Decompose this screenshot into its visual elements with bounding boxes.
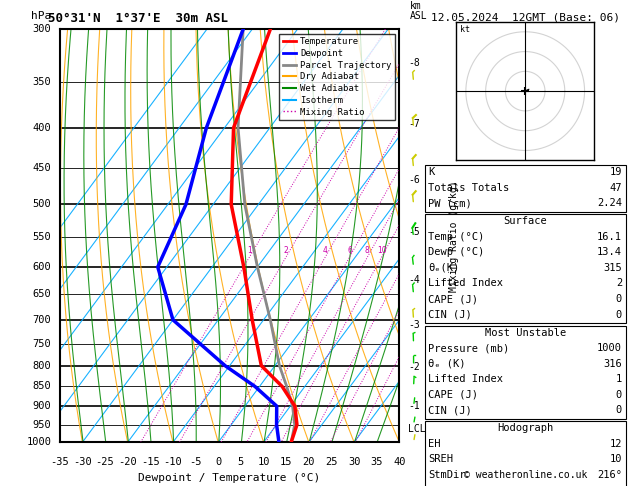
Text: -10: -10 xyxy=(164,457,182,467)
Text: hPa: hPa xyxy=(31,11,52,21)
Text: 0: 0 xyxy=(616,390,622,400)
Text: 0: 0 xyxy=(616,405,622,416)
Text: 900: 900 xyxy=(33,401,52,411)
Text: Totals Totals: Totals Totals xyxy=(428,183,509,193)
Text: θₑ(K): θₑ(K) xyxy=(428,263,460,273)
Text: 800: 800 xyxy=(33,361,52,371)
Text: EH: EH xyxy=(428,439,441,449)
Text: 2.24: 2.24 xyxy=(597,198,622,208)
Text: 750: 750 xyxy=(33,339,52,348)
Text: Surface: Surface xyxy=(503,216,547,226)
Text: 40: 40 xyxy=(393,457,406,467)
Text: 950: 950 xyxy=(33,419,52,430)
Text: Temp (°C): Temp (°C) xyxy=(428,232,484,242)
Text: 50°31'N  1°37'E  30m ASL: 50°31'N 1°37'E 30m ASL xyxy=(48,12,228,25)
Text: -20: -20 xyxy=(118,457,137,467)
Text: Lifted Index: Lifted Index xyxy=(428,374,503,384)
Text: 0: 0 xyxy=(616,294,622,304)
Text: 4: 4 xyxy=(323,246,328,255)
Text: 25: 25 xyxy=(325,457,338,467)
Text: Most Unstable: Most Unstable xyxy=(484,328,566,338)
Text: 850: 850 xyxy=(33,382,52,392)
Text: 13.4: 13.4 xyxy=(597,247,622,258)
Text: CAPE (J): CAPE (J) xyxy=(428,390,478,400)
Text: 1: 1 xyxy=(616,374,622,384)
Text: Mixing Ratio (g/kg): Mixing Ratio (g/kg) xyxy=(448,180,459,292)
Text: 600: 600 xyxy=(33,262,52,272)
Text: K: K xyxy=(428,167,435,177)
Text: CIN (J): CIN (J) xyxy=(428,405,472,416)
Text: θₑ (K): θₑ (K) xyxy=(428,359,466,369)
Text: PW (cm): PW (cm) xyxy=(428,198,472,208)
Text: 1000: 1000 xyxy=(26,437,52,447)
Text: Hodograph: Hodograph xyxy=(497,423,554,434)
Text: 550: 550 xyxy=(33,232,52,242)
Text: 10: 10 xyxy=(257,457,270,467)
Text: © weatheronline.co.uk: © weatheronline.co.uk xyxy=(464,470,587,480)
Text: Lifted Index: Lifted Index xyxy=(428,278,503,289)
Text: 10: 10 xyxy=(610,454,622,465)
Text: 316: 316 xyxy=(603,359,622,369)
Text: 19: 19 xyxy=(610,167,622,177)
Text: 350: 350 xyxy=(33,77,52,87)
Text: LCL: LCL xyxy=(408,424,426,434)
Text: 300: 300 xyxy=(33,24,52,34)
Text: -2: -2 xyxy=(408,362,420,372)
Text: 12.05.2024  12GMT (Base: 06): 12.05.2024 12GMT (Base: 06) xyxy=(431,12,620,22)
Text: 5: 5 xyxy=(238,457,244,467)
Text: 650: 650 xyxy=(33,290,52,299)
Text: SREH: SREH xyxy=(428,454,454,465)
Text: 0: 0 xyxy=(616,310,622,320)
Text: 1000: 1000 xyxy=(597,343,622,353)
Text: 0: 0 xyxy=(215,457,221,467)
Text: -5: -5 xyxy=(189,457,202,467)
Text: Pressure (mb): Pressure (mb) xyxy=(428,343,509,353)
Text: -8: -8 xyxy=(408,58,420,68)
Text: -15: -15 xyxy=(141,457,160,467)
Text: 10: 10 xyxy=(377,246,386,255)
Text: 500: 500 xyxy=(33,199,52,209)
Text: 400: 400 xyxy=(33,123,52,133)
Text: -4: -4 xyxy=(408,275,420,285)
Text: -3: -3 xyxy=(408,320,420,330)
Text: 216°: 216° xyxy=(597,470,622,480)
Legend: Temperature, Dewpoint, Parcel Trajectory, Dry Adiabat, Wet Adiabat, Isotherm, Mi: Temperature, Dewpoint, Parcel Trajectory… xyxy=(279,34,395,120)
Text: 6: 6 xyxy=(347,246,352,255)
Text: StmDir: StmDir xyxy=(428,470,466,480)
Text: Dewp (°C): Dewp (°C) xyxy=(428,247,484,258)
Text: Dewpoint / Temperature (°C): Dewpoint / Temperature (°C) xyxy=(138,473,321,483)
Text: -1: -1 xyxy=(408,401,420,411)
Text: km
ASL: km ASL xyxy=(409,1,427,21)
Text: -30: -30 xyxy=(73,457,92,467)
Text: 16.1: 16.1 xyxy=(597,232,622,242)
Text: 700: 700 xyxy=(33,315,52,325)
Text: CAPE (J): CAPE (J) xyxy=(428,294,478,304)
Text: 450: 450 xyxy=(33,163,52,174)
Text: 8: 8 xyxy=(365,246,370,255)
Text: 2: 2 xyxy=(616,278,622,289)
Text: 15: 15 xyxy=(280,457,292,467)
Text: -35: -35 xyxy=(50,457,69,467)
Text: 30: 30 xyxy=(348,457,360,467)
Text: CIN (J): CIN (J) xyxy=(428,310,472,320)
Text: 12: 12 xyxy=(610,439,622,449)
Text: 47: 47 xyxy=(610,183,622,193)
Text: 20: 20 xyxy=(303,457,315,467)
Text: -5: -5 xyxy=(408,227,420,237)
Text: -6: -6 xyxy=(408,175,420,185)
Text: 2: 2 xyxy=(284,246,288,255)
Text: -25: -25 xyxy=(96,457,114,467)
Text: 315: 315 xyxy=(603,263,622,273)
Text: 1: 1 xyxy=(247,246,252,255)
Text: 35: 35 xyxy=(370,457,383,467)
Text: -7: -7 xyxy=(408,120,420,129)
Text: kt: kt xyxy=(460,25,470,34)
